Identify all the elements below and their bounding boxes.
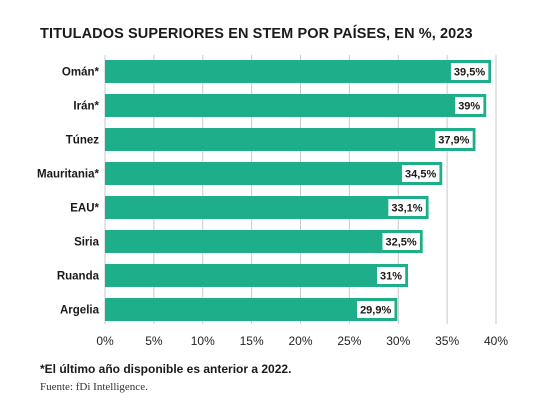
footnote: *El último año disponible es anterior a … (40, 362, 292, 376)
value-label-background (388, 199, 426, 216)
bars: 39,5% 39% 37,9% 34,5% 33,1% 32,5% 31% 29,9% (105, 60, 492, 321)
source-note: Fuente: fDi Intelligence. (40, 381, 148, 393)
category-label: EAU* (70, 203, 99, 215)
value-label-background (402, 165, 440, 182)
x-tick-label: 10% (191, 334, 215, 348)
value-label-background (376, 267, 406, 284)
bar (105, 128, 476, 151)
value-label: 39% (458, 101, 480, 113)
category-label: Túnez (66, 135, 99, 147)
bar (105, 94, 487, 117)
value-label: 34,5% (405, 169, 436, 181)
category-label: Omán* (62, 67, 100, 79)
x-tick-label: 20% (288, 334, 312, 348)
category-label: Mauritania* (37, 169, 100, 181)
value-label-background (450, 63, 489, 80)
x-tick-label: 30% (386, 334, 410, 348)
value-label: 32,5% (385, 237, 416, 249)
bar-chart: 39,5% 39% 37,9% 34,5% 33,1% 32,5% 31% 29,9% Omá… (37, 55, 508, 348)
bar (105, 196, 429, 219)
value-label-background (382, 233, 420, 250)
value-label-background (435, 131, 473, 148)
x-tick-label: 25% (337, 334, 361, 348)
bar (105, 264, 409, 287)
bar (105, 230, 423, 253)
value-label: 33,1% (391, 203, 422, 215)
value-label: 39,5% (454, 67, 485, 79)
category-label: Argelia (60, 305, 100, 317)
category-label: Irán* (73, 101, 99, 113)
x-tick-label: 15% (240, 334, 264, 348)
category-labels: Omán* Irán* Túnez Mauritania* EAU* Siria Ruand… (37, 67, 100, 317)
bar (105, 162, 443, 185)
category-label: Siria (74, 237, 100, 249)
x-tick-label: 0% (96, 334, 114, 348)
chart-title: TITULADOS SUPERIORES EN STEM POR PAÍSES,… (40, 26, 473, 42)
value-label: 29,9% (360, 305, 391, 317)
value-label: 31% (380, 271, 402, 283)
x-tick-label: 40% (484, 334, 508, 348)
value-label-background (455, 97, 484, 114)
category-label: Ruanda (57, 271, 100, 283)
value-label-background (357, 301, 395, 318)
x-tick-label: 35% (435, 334, 459, 348)
bar (105, 298, 398, 321)
value-label: 37,9% (438, 135, 469, 147)
x-axis-ticks: 0% 5% 10% 15% 20% 25% 30% 35% 40% (96, 334, 508, 348)
x-tick-label: 5% (145, 334, 163, 348)
bar (105, 60, 492, 83)
